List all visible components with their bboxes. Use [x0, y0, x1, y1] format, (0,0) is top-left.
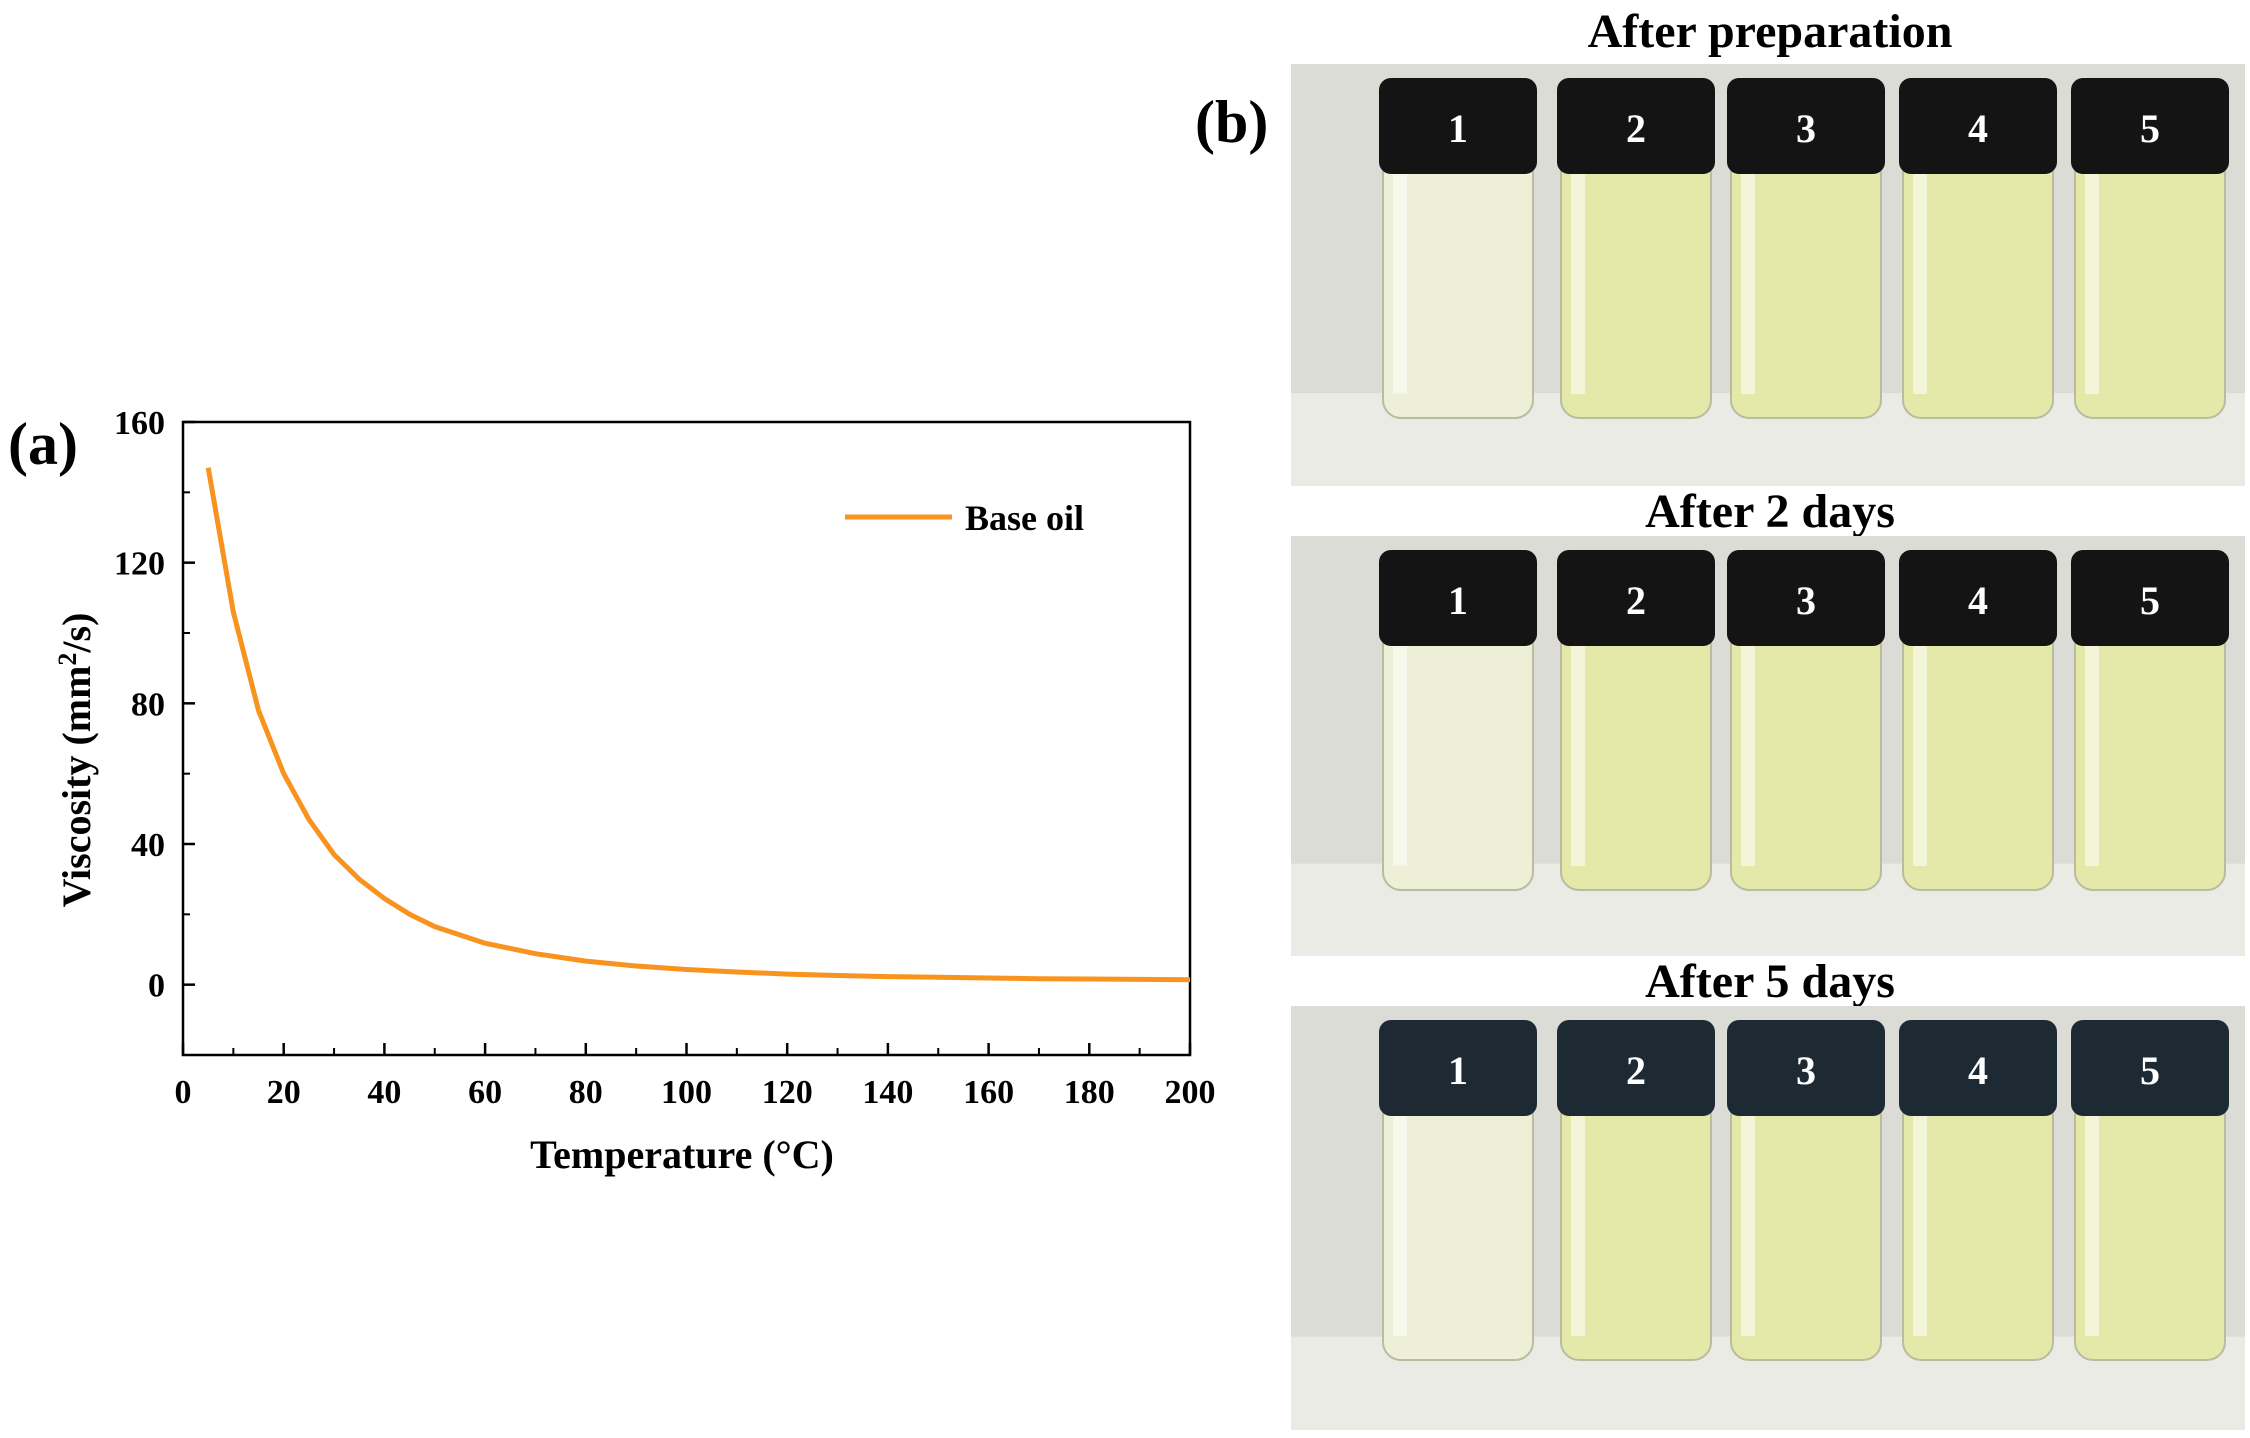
vial-highlight: [1393, 174, 1407, 394]
vial-cap: [1557, 550, 1715, 646]
vial-cap: [1557, 1020, 1715, 1116]
vial-highlight: [2085, 174, 2099, 394]
legend-label: Base oil: [965, 498, 1084, 538]
vial-cap: [1727, 550, 1885, 646]
x-tick-label: 180: [1064, 1074, 1115, 1111]
vial-cap: [1899, 550, 2057, 646]
vial-highlight: [2085, 1116, 2099, 1336]
vial-number: 3: [1796, 106, 1816, 151]
vial-number: 5: [2140, 578, 2160, 623]
y-tick-label: 120: [114, 546, 165, 583]
vial-number: 1: [1448, 106, 1468, 151]
vial-cap: [2071, 78, 2229, 174]
vial-cap: [1379, 1020, 1537, 1116]
vial-highlight: [1571, 1116, 1585, 1336]
photo-after-2-days: 1 2 3 4 5: [1291, 536, 2245, 956]
y-tick-label: 160: [114, 405, 165, 442]
photo-title-2-days: After 2 days: [1645, 485, 1895, 538]
vial-number: 2: [1626, 106, 1646, 151]
vial-cap: [1379, 78, 1537, 174]
vial-highlight: [2085, 646, 2099, 866]
vial-highlight: [1741, 174, 1755, 394]
vial-highlight: [1571, 646, 1585, 866]
x-tick-label: 120: [762, 1074, 813, 1111]
x-tick-label: 200: [1165, 1074, 1216, 1111]
vial-number: 4: [1968, 106, 1988, 151]
vial-number: 2: [1626, 578, 1646, 623]
vial-number: 1: [1448, 578, 1468, 623]
vial-highlight: [1913, 646, 1927, 866]
vial-cap: [2071, 550, 2229, 646]
photo-title-5-days: After 5 days: [1645, 955, 1895, 1008]
vial-highlight: [1571, 174, 1585, 394]
series-line-base-oil: [205, 467, 1191, 983]
vial-highlight: [1913, 1116, 1927, 1336]
vial-highlight: [1741, 646, 1755, 866]
vial-number: 2: [1626, 1048, 1646, 1093]
vial-number: 3: [1796, 578, 1816, 623]
photo-title-preparation: After preparation: [1587, 5, 1953, 58]
vial-cap: [1899, 78, 2057, 174]
x-tick-label: 20: [267, 1074, 301, 1111]
x-tick-label: 160: [963, 1074, 1014, 1111]
y-tick-label: 80: [131, 686, 165, 723]
x-tick-label: 100: [661, 1074, 712, 1111]
y-axis-label: Viscosity (mm2/s): [53, 613, 99, 908]
panel-b-label: (b): [1195, 89, 1269, 155]
viscosity-chart: 0 20 40 60 80 100 120 140 160 180 200 0 40 80 120 160 B…: [53, 405, 1216, 1177]
vial-cap: [1379, 550, 1537, 646]
photo-after-preparation: 1 2 3 4 5: [1291, 64, 2245, 486]
x-tick-label: 140: [862, 1074, 913, 1111]
vial-highlight: [1393, 1116, 1407, 1336]
photo-after-5-days: 1 2 3 4 5: [1291, 1006, 2245, 1430]
vial-number: 5: [2140, 1048, 2160, 1093]
vial-highlight: [1741, 1116, 1755, 1336]
vial-number: 4: [1968, 1048, 1988, 1093]
x-axis-label: Temperature (°C): [530, 1132, 834, 1177]
y-tick-label: 0: [148, 968, 165, 1005]
vial-cap: [1727, 78, 1885, 174]
vial-number: 3: [1796, 1048, 1816, 1093]
panel-a-label: (a): [8, 411, 78, 477]
vial-cap: [1727, 1020, 1885, 1116]
x-tick-label: 40: [367, 1074, 401, 1111]
x-tick-label: 80: [569, 1074, 603, 1111]
x-tick-label: 60: [468, 1074, 502, 1111]
vial-cap: [1899, 1020, 2057, 1116]
vial-highlight: [1393, 646, 1407, 866]
vial-number: 4: [1968, 578, 1988, 623]
vial-number: 1: [1448, 1048, 1468, 1093]
x-tick-label: 0: [175, 1074, 192, 1111]
vial-highlight: [1913, 174, 1927, 394]
vial-cap: [1557, 78, 1715, 174]
y-tick-label: 40: [131, 827, 165, 864]
vial-cap: [2071, 1020, 2229, 1116]
vial-number: 5: [2140, 106, 2160, 151]
